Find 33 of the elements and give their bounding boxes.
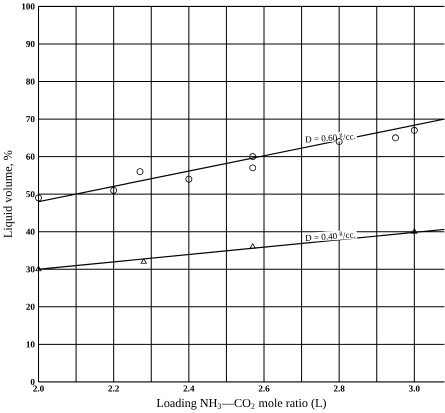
x-tick-label: 2.2 — [108, 385, 119, 392]
point — [136, 168, 144, 176]
x-tick-label: 2.6 — [258, 385, 270, 392]
series-label: D = 0.40 $^{g}$/cc. — [305, 231, 356, 242]
x-axis-title: Loading NH$_{3}$—CO$_{2}$ mole ratio (L) — [156, 398, 326, 410]
y-tick-label: 50 — [26, 191, 35, 198]
y-tick-label: 30 — [26, 266, 35, 272]
point — [185, 176, 192, 183]
point — [392, 134, 399, 142]
point — [35, 266, 42, 272]
series-label: D = 0.60 $^{g}$/cc. — [305, 133, 356, 143]
x-tick-label: 3.0 — [408, 385, 420, 392]
x-tick-label: 2.8 — [334, 385, 345, 392]
point — [249, 164, 256, 172]
y-tick-label: 60 — [26, 154, 35, 160]
point — [411, 228, 418, 234]
y-tick-label: 40 — [26, 228, 35, 235]
y-tick-label: 70 — [26, 116, 35, 122]
point — [35, 194, 42, 202]
y-tick-label: 20 — [26, 304, 35, 310]
point — [250, 243, 256, 249]
y-tick-label: 80 — [26, 78, 35, 85]
y-tick-label: 0 — [30, 378, 35, 385]
y-tick-label: 100 — [22, 3, 35, 10]
point — [249, 153, 256, 160]
x-tick-label: 2.4 — [184, 385, 194, 392]
point — [110, 186, 118, 194]
y-tick-label: 10 — [26, 341, 35, 348]
x-tick-label: 2.0 — [33, 385, 44, 392]
point — [140, 258, 147, 264]
y-tick-label: 90 — [26, 40, 35, 48]
point — [410, 126, 418, 134]
y-axis-title: Liquid volume, % — [3, 150, 14, 238]
